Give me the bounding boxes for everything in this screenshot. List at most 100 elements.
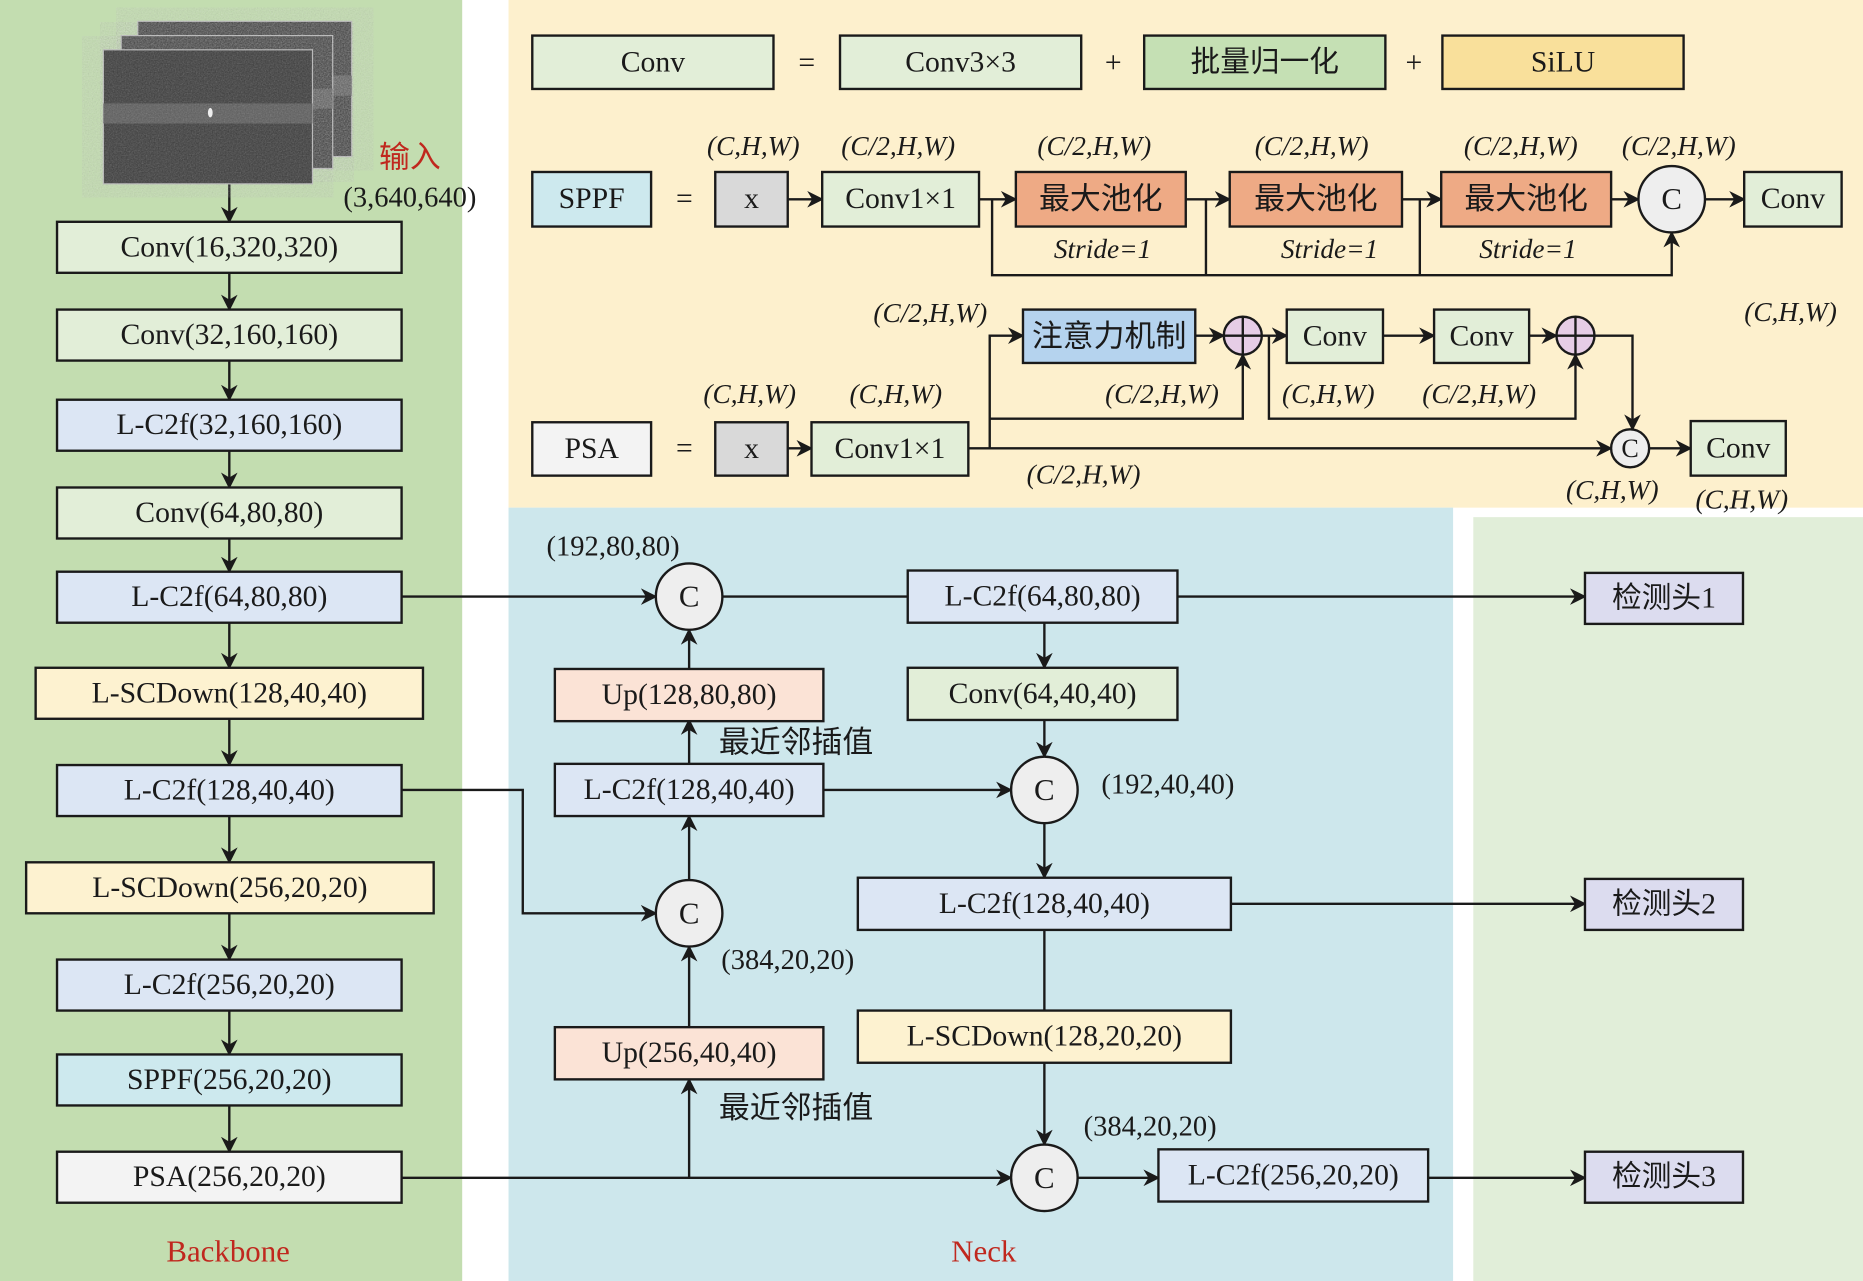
shape-label: (C/2,H,W) <box>873 298 987 328</box>
conv-def-name: Conv <box>531 34 775 91</box>
sppf-def-name: SPPF <box>531 170 653 228</box>
shape-label: (C,H,W) <box>703 379 796 409</box>
connector-arrow <box>1267 335 1584 420</box>
detection-head-2-label: 检测头2 <box>1612 887 1716 920</box>
connector-arrow <box>988 327 1025 449</box>
up-block-1-box <box>553 667 825 723</box>
neck-lc2f-64-box <box>906 569 1179 624</box>
shape-label: (192,40,40) <box>1101 770 1234 801</box>
maxpool-block-2-box <box>1228 170 1404 228</box>
neck-conv-64: Conv(64,40,40) <box>906 666 1179 722</box>
neck-scdown-128: L-SCDown(128,20,20) <box>856 1009 1233 1064</box>
silu-block-label: SiLU <box>1531 46 1595 78</box>
input-label: 输入 <box>379 141 441 175</box>
conv3x3-block: Conv3×3 <box>838 34 1083 91</box>
shape-label: (C,H,W) <box>1282 379 1375 409</box>
conv-def-name-box <box>531 34 775 91</box>
backbone-layer-label: Conv(64,80,80) <box>135 497 323 529</box>
shape-label: (C/2,H,W) <box>1422 379 1536 409</box>
concat-node-3-circle <box>1009 755 1079 825</box>
up-block-1-label: Up(128,80,80) <box>602 679 777 711</box>
connector-arrow <box>1594 334 1641 432</box>
input-shape: (3,640,640) <box>343 183 476 214</box>
backbone-layer-label: L-C2f(32,160,160) <box>116 409 342 441</box>
neck-scdown-128-box <box>856 1009 1233 1064</box>
psa-def-name: PSA <box>531 421 653 477</box>
neck-title: Neck <box>951 1234 1017 1268</box>
psa-conv1x1-label: Conv1×1 <box>835 433 946 465</box>
silu-block: SiLU <box>1441 34 1685 91</box>
backbone-layer: L-C2f(128,40,40) <box>55 763 403 818</box>
input-image-frame <box>102 49 314 185</box>
neck-lc2f-256-label: L-C2f(256,20,20) <box>1188 1159 1399 1191</box>
detection-head-1-label: 检测头1 <box>1612 581 1716 614</box>
maxpool-block-2-label: 最大池化 <box>1254 182 1378 216</box>
backbone-layer-label: Conv(16,320,320) <box>120 231 338 263</box>
backbone-layer: L-C2f(32,160,160) <box>55 398 403 452</box>
sppf-concat-circle <box>1637 164 1707 234</box>
detection-head-3: 检测头3 <box>1583 1150 1745 1204</box>
shape-label: (C,H,W) <box>850 379 943 409</box>
connector-arrow <box>990 199 1681 277</box>
maxpool-block-3-label: 最大池化 <box>1464 182 1588 216</box>
upsample-method-label: 最近邻插值 <box>719 726 873 760</box>
concat-node-1-circle <box>654 562 724 632</box>
backbone-layer: PSA(256,20,20) <box>55 1150 403 1204</box>
psa-concat-label: C <box>1621 434 1638 463</box>
backbone-layer: Conv(64,80,80) <box>55 486 403 540</box>
sppf-conv-out-label: Conv <box>1761 183 1825 215</box>
psa-def-name-box <box>531 421 653 477</box>
up-block-2-label: Up(256,40,40) <box>602 1037 777 1069</box>
psa-conv-1: Conv <box>1285 308 1385 365</box>
backbone-layer-label: L-SCDown(128,40,40) <box>92 677 367 709</box>
sppf-concat: C <box>1637 164 1707 234</box>
concat-node-2-circle <box>654 878 724 948</box>
attention-block-box <box>1021 308 1197 365</box>
connector-arrow <box>989 352 1252 420</box>
neck-conv-64-box <box>906 666 1179 722</box>
shape-label: (C/2,H,W) <box>1027 459 1141 489</box>
concat-node-3-label: C <box>1034 773 1055 807</box>
maxpool-block-3-box <box>1440 170 1613 228</box>
silu-block-box <box>1441 34 1685 91</box>
equals-sign: = <box>676 432 693 464</box>
shape-label: (C,H,W) <box>1744 297 1837 327</box>
batchnorm-block: 批量归一化 <box>1142 34 1387 91</box>
detection-head-2-box <box>1583 877 1745 932</box>
backbone-layer: Conv(16,320,320) <box>55 220 403 274</box>
concat-node-1-label: C <box>679 580 700 614</box>
batchnorm-block-label: 批量归一化 <box>1191 45 1339 78</box>
backbone-layer-label: L-C2f(128,40,40) <box>124 775 335 807</box>
backbone-layer-box <box>55 1053 403 1107</box>
neck-conv-64-label: Conv(64,40,40) <box>949 678 1137 710</box>
up-block-1: Up(128,80,80) <box>553 667 825 723</box>
shape-label: (C/2,H,W) <box>1255 131 1369 161</box>
backbone-layer-label: Conv(32,160,160) <box>120 319 338 351</box>
backbone-layer-box <box>55 220 403 274</box>
conv3x3-block-box <box>838 34 1083 91</box>
psa-conv-out-label: Conv <box>1706 432 1770 464</box>
backbone-layer-box <box>34 666 425 720</box>
upsample-method-label: 最近邻插值 <box>719 1091 873 1125</box>
shape-label: (C,H,W) <box>1696 484 1789 514</box>
psa-concat: C <box>1609 428 1651 469</box>
shape-label: (C,H,W) <box>1566 475 1659 505</box>
backbone-layer: L-SCDown(128,40,40) <box>34 666 425 720</box>
detection-head-1-box <box>1583 571 1745 626</box>
sppf-def-name-box <box>531 170 653 228</box>
backbone-title: Backbone <box>166 1234 290 1268</box>
psa-input-x-label: x <box>744 433 759 465</box>
concat-node-1: C <box>654 562 724 632</box>
plus-sign: + <box>1105 47 1122 79</box>
backbone-layer-box <box>55 486 403 540</box>
concat-node-4-label: C <box>1034 1161 1055 1195</box>
backbone-layer: Conv(32,160,160) <box>55 308 403 362</box>
backbone-layer-label: L-SCDown(256,20,20) <box>92 872 367 904</box>
concat-node-4-circle <box>1009 1143 1079 1213</box>
psa-conv-out: Conv <box>1689 419 1787 477</box>
neck-lc2f-256: L-C2f(256,20,20) <box>1157 1148 1430 1203</box>
backbone-layer-label: L-C2f(256,20,20) <box>124 969 335 1001</box>
neck-lc2f-128-a-label: L-C2f(128,40,40) <box>584 774 795 806</box>
backbone-layer-box <box>24 861 435 915</box>
backbone-layer-label: SPPF(256,20,20) <box>127 1064 332 1096</box>
